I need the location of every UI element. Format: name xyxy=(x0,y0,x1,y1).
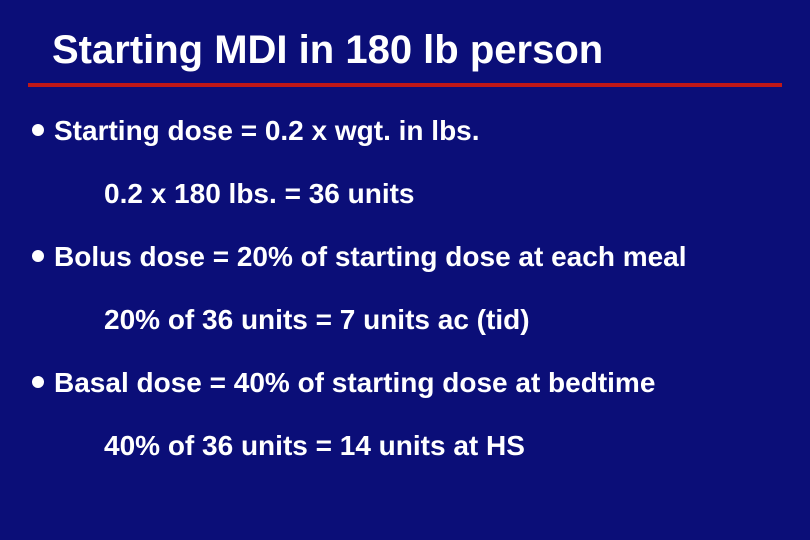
list-item: 0.2 x 180 lbs. = 36 units xyxy=(104,176,782,211)
list-item: Starting dose = 0.2 x wgt. in lbs. xyxy=(32,113,782,148)
list-item-text: 20% of 36 units = 7 units ac (tid) xyxy=(104,302,782,337)
bullet-icon xyxy=(32,376,44,388)
list-item-text: 40% of 36 units = 14 units at HS xyxy=(104,428,782,463)
bullet-icon xyxy=(32,250,44,262)
slide-title: Starting MDI in 180 lb person xyxy=(52,28,782,73)
list-item: Basal dose = 40% of starting dose at bed… xyxy=(32,365,782,400)
list-item-text: Starting dose = 0.2 x wgt. in lbs. xyxy=(54,113,782,148)
list-item-text: 0.2 x 180 lbs. = 36 units xyxy=(104,176,782,211)
slide: Starting MDI in 180 lb person Starting d… xyxy=(0,0,810,540)
title-underline xyxy=(28,83,782,87)
list-item: 40% of 36 units = 14 units at HS xyxy=(104,428,782,463)
bullet-icon xyxy=(32,124,44,136)
list-item-text: Bolus dose = 20% of starting dose at eac… xyxy=(54,239,782,274)
list-item: 20% of 36 units = 7 units ac (tid) xyxy=(104,302,782,337)
slide-body: Starting dose = 0.2 x wgt. in lbs. 0.2 x… xyxy=(28,113,782,463)
list-item-text: Basal dose = 40% of starting dose at bed… xyxy=(54,365,782,400)
list-item: Bolus dose = 20% of starting dose at eac… xyxy=(32,239,782,274)
